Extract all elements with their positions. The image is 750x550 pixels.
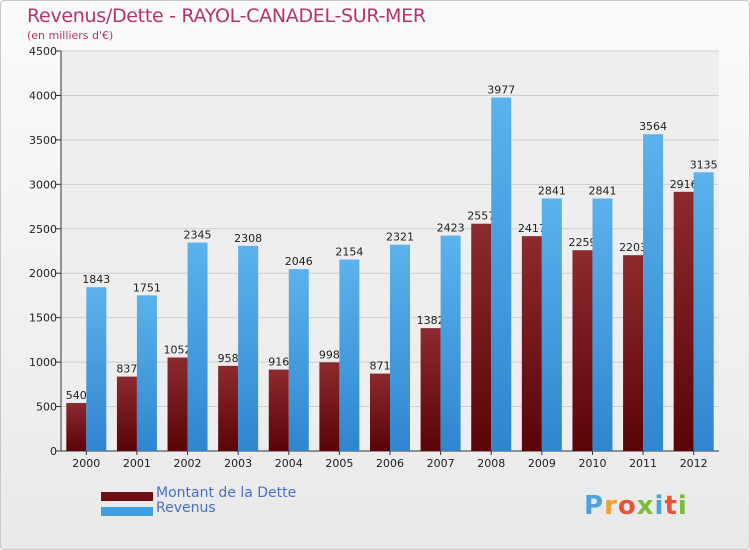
x-tick-label: 2005 <box>325 457 353 470</box>
data-label-revenue: 2423 <box>437 222 465 235</box>
x-tick-label: 2012 <box>680 457 708 470</box>
bar-debt <box>623 255 644 451</box>
x-tick-label: 2003 <box>224 457 252 470</box>
bar-debt <box>420 328 441 451</box>
x-tick-label: 2001 <box>123 457 151 470</box>
logo-letter: P <box>584 491 605 521</box>
bar-debt <box>370 373 390 451</box>
bar-revenue <box>643 134 664 451</box>
bar-debt <box>167 357 188 451</box>
data-label-debt: 1382 <box>417 314 445 327</box>
bar-debt <box>66 403 87 451</box>
x-tick-label: 2000 <box>72 457 100 470</box>
bar-revenue <box>187 242 208 451</box>
x-tick-label: 2009 <box>528 457 556 470</box>
data-label-revenue: 2841 <box>588 184 616 197</box>
y-tick-label: 3000 <box>29 178 57 191</box>
legend-swatch-debt <box>101 492 153 501</box>
y-tick-label: 2000 <box>29 267 57 280</box>
logo-letter: t <box>664 491 678 521</box>
x-tick-label: 2007 <box>427 457 455 470</box>
bar-revenue <box>339 259 360 451</box>
proxiti-logo: Proxiti <box>584 491 688 521</box>
bar-revenue <box>592 198 613 451</box>
x-tick-label: 2002 <box>174 457 202 470</box>
data-label-revenue: 2841 <box>538 184 566 197</box>
y-tick-label: 1000 <box>29 356 57 369</box>
x-tick-label: 2010 <box>578 457 606 470</box>
data-label-debt: 958 <box>218 352 239 365</box>
data-label-debt: 2259 <box>568 236 596 249</box>
bar-revenue <box>86 287 107 451</box>
logo-letter: i <box>654 491 665 521</box>
logo-letter: i <box>677 491 688 521</box>
data-label-revenue: 2321 <box>386 231 414 244</box>
bar-debt <box>218 365 239 451</box>
bar-revenue <box>136 295 157 451</box>
y-tick-label: 4000 <box>29 89 57 102</box>
data-label-debt: 871 <box>370 360 391 373</box>
bar-debt <box>268 369 289 451</box>
bar-revenue <box>693 172 714 452</box>
bar-revenue <box>288 269 309 451</box>
logo-letter: r <box>604 491 618 521</box>
bar-revenue <box>238 245 259 451</box>
data-label-debt: 2916 <box>670 178 698 191</box>
x-tick-label: 2006 <box>376 457 404 470</box>
data-label-revenue: 2154 <box>335 246 363 259</box>
legend-label-revenue: Revenus <box>156 500 216 516</box>
bar-debt <box>319 362 340 451</box>
x-tick-label: 2011 <box>629 457 657 470</box>
data-label-revenue: 2345 <box>184 229 212 242</box>
data-label-revenue: 1843 <box>82 273 110 286</box>
y-tick-label: 500 <box>36 401 57 414</box>
bar-debt <box>471 223 492 451</box>
data-label-revenue: 3564 <box>639 120 667 133</box>
x-tick-label: 2008 <box>477 457 505 470</box>
data-label-debt: 540 <box>66 389 87 402</box>
data-label-revenue: 3135 <box>690 158 718 171</box>
data-label-debt: 2203 <box>619 241 647 254</box>
y-tick-label: 1500 <box>29 312 57 325</box>
legend-swatch-revenue <box>101 507 153 516</box>
data-label-revenue: 2308 <box>234 232 262 245</box>
x-tick-label: 2004 <box>275 457 303 470</box>
bar-debt <box>521 236 542 451</box>
legend-label-debt: Montant de la Dette <box>156 485 297 501</box>
bar-revenue <box>491 97 512 451</box>
data-label-revenue: 3977 <box>487 83 515 96</box>
bar-revenue <box>541 198 562 451</box>
chart-subtitle: (en milliers d'€) <box>27 29 114 42</box>
y-tick-label: 0 <box>50 445 57 458</box>
logo-letter: x <box>636 491 655 521</box>
data-label-debt: 1052 <box>164 343 192 356</box>
y-tick-label: 4500 <box>29 45 57 58</box>
y-tick-label: 3500 <box>29 134 57 147</box>
data-label-revenue: 2046 <box>285 255 313 268</box>
bar-revenue <box>440 235 461 451</box>
bar-debt <box>116 376 137 451</box>
data-label-debt: 2417 <box>518 222 546 235</box>
data-label-debt: 916 <box>268 356 289 369</box>
y-tick-label: 2500 <box>29 223 57 236</box>
data-label-revenue: 1751 <box>133 281 161 294</box>
bar-debt <box>572 250 593 451</box>
data-label-debt: 998 <box>319 348 340 361</box>
data-label-debt: 837 <box>116 363 137 376</box>
bar-debt <box>673 191 694 452</box>
bar-revenue <box>390 244 410 451</box>
logo-letter: o <box>617 491 637 521</box>
chart-title: Revenus/Dette - RAYOL-CANADEL-SUR-MER <box>27 5 426 27</box>
data-label-debt: 2557 <box>467 210 495 223</box>
